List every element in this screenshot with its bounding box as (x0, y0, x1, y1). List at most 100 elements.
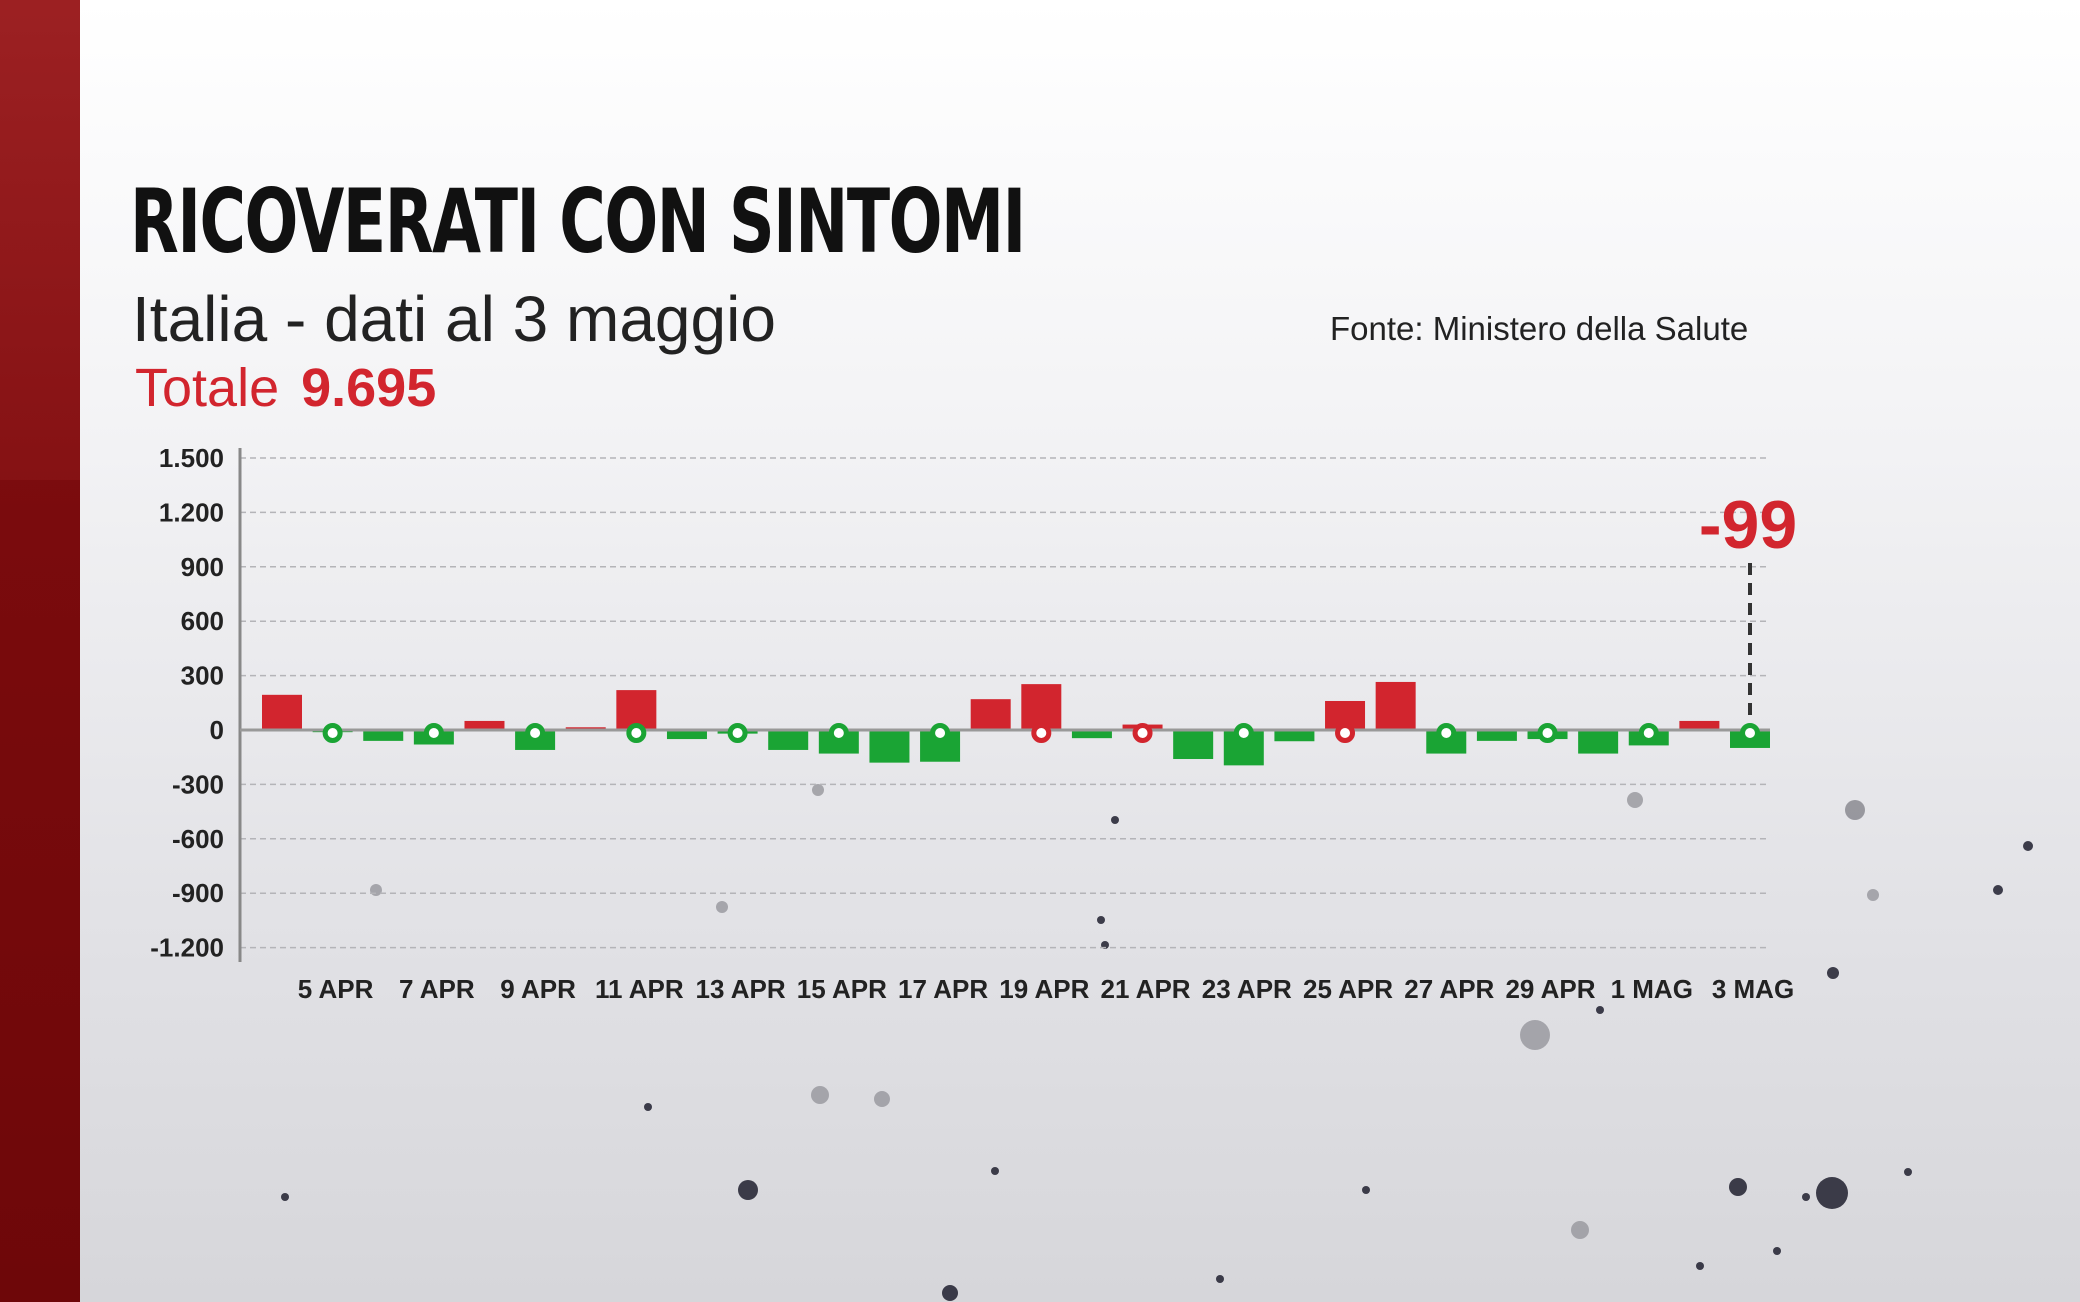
background-dot (1993, 885, 2003, 895)
background-dots (281, 784, 2033, 1301)
y-tick-label: -1.200 (150, 933, 224, 963)
background-dot (874, 1091, 890, 1107)
bars (262, 681, 1770, 766)
background-dot (1773, 1247, 1781, 1255)
chart-subtitle: Italia - dati al 3 maggio (132, 283, 776, 355)
annotation-value: -99 (1699, 487, 1797, 563)
change-marker (1031, 723, 1052, 743)
bar (1679, 720, 1720, 730)
bar (363, 730, 404, 741)
background-dot (370, 884, 382, 896)
background-dot (2023, 841, 2033, 851)
x-tick-label: 29 APR (1505, 974, 1595, 1004)
background-dot (738, 1180, 758, 1200)
background-dot (1729, 1178, 1747, 1196)
bar (1021, 684, 1062, 730)
background-dot (1097, 916, 1105, 924)
x-tick-label: 25 APR (1303, 974, 1393, 1004)
x-tick-label: 23 APR (1202, 974, 1292, 1004)
bar (464, 720, 505, 730)
accent-band (0, 0, 80, 1302)
x-tick-label: 27 APR (1404, 974, 1494, 1004)
y-tick-label: 0 (210, 715, 224, 745)
x-tick-label: 3 MAG (1712, 974, 1794, 1004)
last-value-annotation: -99 (1699, 487, 1797, 716)
background-dot (644, 1103, 652, 1111)
y-tick-label: 600 (181, 606, 224, 636)
bar (666, 730, 707, 740)
bar (1476, 730, 1517, 741)
x-tick-label: 9 APR (500, 974, 576, 1004)
background-dot (1362, 1186, 1370, 1194)
y-tick-label: -600 (172, 824, 224, 854)
x-tick-label: 5 APR (298, 974, 374, 1004)
x-tick-label: 13 APR (696, 974, 786, 1004)
change-marker (727, 723, 748, 743)
change-markers (322, 723, 1760, 743)
change-marker (828, 723, 849, 743)
total-summary: Totale 9.695 (135, 357, 436, 419)
total-value: 9.695 (301, 358, 437, 418)
background-dot (1627, 792, 1643, 808)
bar (1173, 730, 1214, 760)
x-tick-label: 15 APR (797, 974, 887, 1004)
background-dot (1845, 800, 1865, 820)
y-tick-label: 900 (181, 552, 224, 582)
background-dot (1827, 967, 1839, 979)
bar (262, 694, 302, 730)
background-dot (1571, 1221, 1589, 1239)
change-marker (423, 723, 444, 743)
bar (869, 730, 910, 763)
bar (970, 699, 1011, 730)
y-tick-label: -900 (172, 878, 224, 908)
x-tick-label: 19 APR (999, 974, 1089, 1004)
accent-band-highlight (0, 0, 80, 480)
background-dot (811, 1086, 829, 1104)
change-marker (1335, 723, 1356, 743)
background-dot (1867, 889, 1879, 901)
chart-title: RICOVERATI CON SINTOMI (130, 170, 1026, 273)
background-dot (1596, 1006, 1604, 1014)
change-marker (1740, 723, 1760, 743)
background-dot (991, 1167, 999, 1175)
bar (1071, 730, 1112, 739)
background-dot (1904, 1168, 1912, 1176)
change-marker (1638, 723, 1659, 743)
change-marker (626, 723, 647, 743)
y-tick-label: 1.500 (159, 443, 224, 473)
change-marker (525, 723, 546, 743)
background-dot (716, 901, 728, 913)
axes (238, 448, 1770, 962)
bar (1375, 681, 1416, 730)
x-tick-label: 21 APR (1101, 974, 1191, 1004)
data-source: Fonte: Ministero della Salute (1330, 310, 1749, 347)
background-dot (1696, 1262, 1704, 1270)
y-axis-ticks: 1.500 1.200 900 600 300 0 -300 -600 -900 -1.200 (150, 443, 224, 963)
total-label: Totale (135, 358, 280, 418)
change-marker (1537, 723, 1558, 743)
background-dot (1216, 1275, 1224, 1283)
x-tick-label: 7 APR (399, 974, 475, 1004)
y-tick-label: 1.200 (159, 497, 224, 527)
x-tick-label: 17 APR (898, 974, 988, 1004)
background-dot (942, 1285, 958, 1301)
change-marker (930, 723, 951, 743)
y-tick-label: 300 (181, 661, 224, 691)
x-tick-label: 1 MAG (1611, 974, 1693, 1004)
background-dot (1520, 1020, 1550, 1050)
bar (1274, 730, 1315, 742)
background-dot (281, 1193, 289, 1201)
background-dot (1816, 1177, 1848, 1209)
bar (768, 730, 809, 750)
gridlines (240, 457, 1770, 949)
change-marker (1132, 723, 1153, 743)
y-tick-label: -300 (172, 769, 224, 799)
change-marker (1233, 723, 1254, 743)
background-dot (812, 784, 824, 796)
change-marker (322, 723, 343, 743)
change-marker (1436, 723, 1457, 743)
background-dot (1111, 816, 1119, 824)
x-tick-label: 11 APR (595, 974, 684, 1004)
background-dot (1802, 1193, 1810, 1201)
